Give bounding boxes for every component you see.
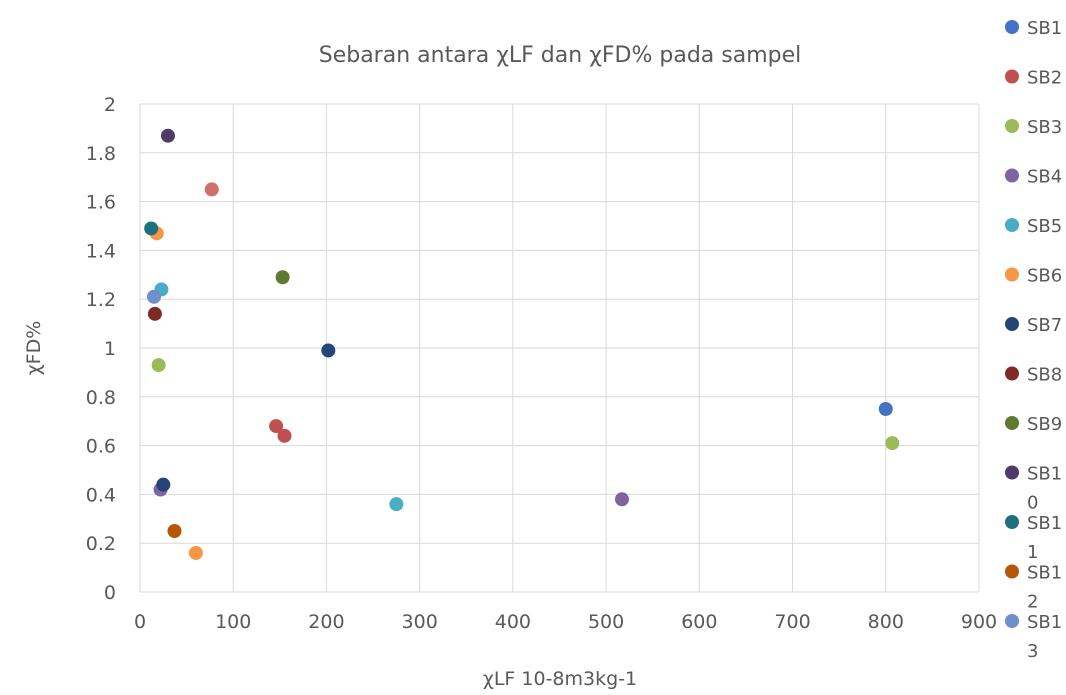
- legend-label: SB6: [1027, 266, 1062, 287]
- data-point-sb14: [204, 182, 219, 197]
- legend-label: SB1: [1027, 464, 1062, 485]
- y-axis-label: χFD%: [23, 321, 45, 376]
- legend-marker: [1005, 317, 1019, 331]
- legend-item-sb4: SB4: [1005, 167, 1062, 188]
- data-point-sb12: [167, 524, 182, 538]
- y-tick-label: 0: [104, 582, 116, 604]
- legend-marker: [1005, 515, 1019, 529]
- legend-label: SB1: [1027, 18, 1062, 39]
- legend-item-sb9: SB9: [1005, 414, 1062, 435]
- legend-label: SB8: [1027, 365, 1062, 386]
- y-tick-label: 1.4: [86, 240, 116, 262]
- x-tick-label: 900: [961, 611, 997, 633]
- x-tick-label: 200: [308, 611, 344, 633]
- x-axis-label: χLF 10-8m3kg-1: [483, 668, 637, 690]
- legend-label: SB4: [1027, 167, 1062, 188]
- legend-marker: [1005, 366, 1019, 381]
- chart-legend: SB1SB2SB3SB4SB5SB6SB7SB8SB9SB10SB11SB12S…: [1005, 18, 1062, 662]
- legend-label: SB5: [1027, 216, 1062, 237]
- legend-label: SB1: [1027, 513, 1062, 534]
- y-tick-label: 0.6: [86, 436, 116, 458]
- data-point-sb7: [321, 343, 336, 358]
- legend-label: SB1: [1027, 612, 1062, 633]
- data-point-sb3: [151, 358, 166, 373]
- legend-label: 0: [1027, 493, 1038, 514]
- legend-marker: [1005, 168, 1019, 183]
- legend-item-sb2: SB2: [1005, 68, 1062, 89]
- legend-marker: [1005, 267, 1019, 282]
- legend-item-sb8: SB8: [1005, 365, 1062, 386]
- legend-label: 3: [1027, 641, 1038, 662]
- data-point-sb7: [156, 477, 171, 492]
- data-point-sb4: [614, 492, 629, 507]
- legend-marker: [1005, 20, 1019, 34]
- data-points: [144, 128, 900, 560]
- x-tick-label: 700: [774, 611, 810, 633]
- legend-label: 1: [1027, 542, 1038, 563]
- data-point-sb10: [160, 128, 175, 143]
- legend-marker: [1005, 614, 1019, 628]
- x-tick-label: 800: [868, 611, 904, 633]
- y-tick-label: 0.2: [86, 533, 116, 555]
- legend-item-sb6: SB6: [1005, 266, 1062, 287]
- data-point-sb3: [885, 436, 900, 451]
- legend-label: SB1: [1027, 563, 1062, 584]
- data-point-sb2: [269, 419, 284, 434]
- y-tick-label: 0.8: [86, 387, 116, 409]
- data-point-sb11: [144, 221, 159, 236]
- tick-labels: 0 100 200 300 400 500 600 700 800 900 0 0.2 0.4 0.6 0.…: [86, 94, 997, 633]
- x-tick-label: 300: [402, 611, 438, 633]
- data-point-sb8: [147, 306, 162, 321]
- y-tick-label: 1.8: [86, 143, 116, 165]
- legend-label: SB9: [1027, 414, 1062, 435]
- data-point-sb9: [275, 270, 290, 285]
- legend-marker: [1005, 218, 1019, 232]
- legend-label: 2: [1027, 592, 1038, 613]
- legend-marker: [1005, 564, 1019, 579]
- data-point-sb6: [188, 545, 203, 560]
- legend-marker: [1005, 69, 1019, 84]
- x-tick-label: 500: [588, 611, 624, 633]
- x-tick-label: 400: [495, 611, 531, 633]
- y-tick-label: 2: [104, 94, 116, 116]
- legend-marker: [1005, 465, 1019, 480]
- data-point-sb13: [146, 289, 161, 304]
- x-tick-label: 0: [134, 611, 146, 633]
- legend-item-sb7: SB7: [1005, 315, 1062, 336]
- data-point-sb5: [389, 497, 404, 512]
- y-tick-label: 1.2: [86, 289, 116, 311]
- legend-item-sb5: SB5: [1005, 216, 1062, 237]
- legend-label: SB3: [1027, 117, 1062, 138]
- y-tick-label: 0.4: [86, 484, 116, 506]
- legend-marker: [1005, 416, 1019, 430]
- y-tick-label: 1.6: [86, 192, 116, 214]
- y-tick-label: 1: [104, 338, 116, 360]
- chart-grid: [139, 103, 980, 593]
- legend-label: SB2: [1027, 68, 1062, 89]
- legend-label: SB7: [1027, 315, 1062, 336]
- data-point-sb1: [878, 402, 893, 416]
- legend-marker: [1005, 119, 1019, 133]
- legend-item-sb3: SB3: [1005, 117, 1062, 138]
- legend-item-sb1: SB1: [1005, 18, 1062, 39]
- data-point-sb2: [277, 428, 292, 443]
- chart-title: Sebaran antara χLF dan χFD% pada sampel: [319, 43, 802, 68]
- x-tick-label: 100: [215, 611, 251, 633]
- x-tick-label: 600: [681, 611, 717, 633]
